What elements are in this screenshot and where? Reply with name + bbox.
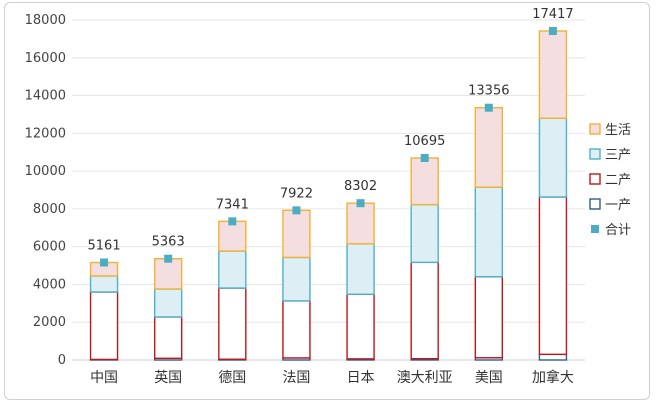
total-label-0: 5161 (88, 239, 121, 254)
legend-swatch-三产 (589, 148, 601, 160)
y-tick-label-7: 14000 (25, 89, 66, 104)
total-marker-6 (484, 103, 493, 112)
y-tick-label-4: 8000 (33, 202, 66, 217)
y-tick-label-2: 4000 (33, 277, 66, 292)
category-label-3: 法国 (282, 370, 310, 386)
bar-segment-二产-0 (89, 291, 119, 361)
bar-segment-二产-3 (282, 300, 311, 359)
bar-segment-三产-5 (410, 203, 439, 264)
legend-label-生活: 生活 (605, 123, 631, 138)
bar-segment-二产-7 (538, 196, 568, 356)
category-label-0: 中国 (90, 370, 118, 386)
y-tick-label-9: 18000 (25, 13, 66, 28)
bar-segment-二产-2 (218, 287, 247, 360)
bar-segment-生活-3 (282, 209, 311, 259)
total-label-3: 7922 (280, 186, 313, 201)
legend-swatch-一产 (589, 198, 601, 210)
total-label-6: 13356 (468, 84, 509, 99)
bar-segment-三产-7 (538, 117, 568, 198)
total-label-4: 8302 (344, 179, 377, 194)
bar-segment-二产-6 (474, 276, 504, 359)
category-label-5: 澳大利亚 (397, 370, 453, 386)
category-label-4: 日本 (347, 370, 375, 386)
y-tick-label-8: 16000 (25, 51, 66, 66)
bar-segment-三产-3 (282, 256, 311, 302)
total-marker-3 (292, 206, 301, 215)
total-marker-5 (420, 153, 429, 162)
total-marker-0 (100, 258, 109, 267)
total-label-7: 17417 (532, 7, 573, 22)
legend-swatch-二产 (589, 173, 601, 185)
bar-segment-三产-1 (153, 288, 183, 318)
legend-label-二产: 二产 (605, 173, 631, 188)
bar-segment-三产-0 (89, 275, 119, 293)
y-tick-label-5: 10000 (25, 164, 66, 179)
total-label-5: 10695 (404, 134, 445, 149)
bar-segment-生活-2 (218, 220, 247, 252)
bar-segment-二产-1 (153, 316, 183, 359)
bar-segment-三产-2 (218, 250, 247, 289)
bar-segment-二产-5 (410, 261, 439, 360)
bar-segment-生活-5 (410, 157, 439, 206)
bar-segment-生活-6 (474, 107, 504, 188)
bar-segment-一产-7 (538, 353, 568, 361)
total-label-2: 7341 (216, 197, 249, 212)
y-tick-label-6: 12000 (25, 126, 66, 141)
bar-segment-三产-6 (474, 186, 504, 278)
bar-segment-二产-4 (346, 293, 375, 360)
category-label-2: 德国 (218, 370, 246, 386)
legend-swatch-生活 (589, 123, 601, 135)
y-tick-label-3: 6000 (33, 240, 66, 255)
legend-swatch-合计 (591, 225, 599, 233)
category-label-6: 美国 (475, 370, 503, 386)
total-marker-7 (548, 27, 557, 36)
total-marker-1 (164, 254, 173, 263)
category-label-1: 英国 (154, 369, 182, 386)
bar-segment-三产-4 (346, 243, 375, 295)
total-marker-2 (228, 217, 237, 226)
y-tick-label-1: 2000 (33, 315, 66, 330)
category-label-7: 加拿大 (532, 369, 574, 386)
total-label-1: 5363 (152, 235, 185, 250)
bar-segment-生活-7 (538, 30, 568, 119)
legend-label-一产: 一产 (605, 198, 631, 213)
y-tick-label-0: 0 (58, 353, 66, 368)
legend-label-合计: 合计 (605, 223, 631, 238)
legend-label-三产: 三产 (605, 148, 631, 163)
bar-segment-生活-1 (153, 257, 183, 290)
bar-segment-生活-4 (346, 202, 375, 245)
total-marker-4 (356, 199, 365, 208)
